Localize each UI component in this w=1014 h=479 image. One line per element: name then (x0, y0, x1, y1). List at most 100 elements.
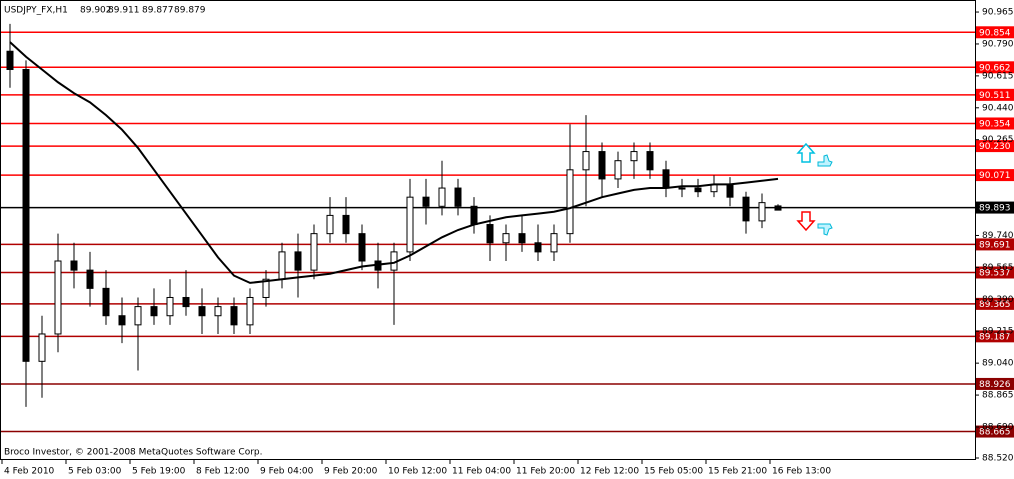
level-label: 89.365 (979, 300, 1011, 310)
level-tag (976, 201, 1014, 214)
y-tick-label: 88.865 (982, 391, 1014, 401)
level-tag (976, 140, 1014, 153)
y-tick-label: 90.965 (982, 8, 1014, 18)
candle-body (326, 214, 334, 235)
x-tick-label: 12 Feb 12:00 (580, 467, 639, 477)
candle-body (470, 205, 478, 226)
level-tag (976, 117, 1014, 130)
candle-body (262, 278, 270, 298)
candle-body (486, 224, 494, 244)
candle-body (182, 296, 190, 308)
candle-body (454, 187, 462, 207)
level-label: 89.537 (979, 268, 1011, 278)
candle-body (406, 196, 414, 253)
level-tag (976, 377, 1014, 390)
level-label: 88.665 (979, 428, 1011, 438)
y-tick-label: 88.690 (982, 422, 1014, 432)
candle-body (742, 196, 750, 222)
levels: 90.854 90.662 90.511 90.354 90.230 90.071 89.8… (1, 26, 1014, 438)
y-tick-label: 90.615 (982, 71, 1014, 81)
candle-body (758, 202, 766, 222)
ohlc-low: 89.877 (142, 6, 174, 16)
candle-body (70, 260, 78, 271)
candle-body (230, 306, 238, 326)
level-label: 90.662 (979, 63, 1011, 73)
y-tick-label: 89.565 (982, 263, 1014, 273)
candle-body (278, 251, 286, 280)
candle-body (614, 160, 622, 180)
level-tag (976, 330, 1014, 343)
level-label: 89.893 (979, 204, 1011, 214)
y-tick-label: 89.040 (982, 359, 1014, 369)
candle-body (774, 205, 782, 211)
thumb-up (817, 154, 833, 167)
candle-body (246, 296, 254, 326)
level-label: 90.854 (979, 28, 1011, 38)
candle-body (694, 187, 702, 193)
candle-body (422, 196, 430, 207)
up-arrow (796, 142, 816, 163)
level-tag (976, 266, 1014, 279)
level-label: 90.071 (979, 171, 1011, 181)
candle-body (198, 306, 206, 317)
candle-body (166, 296, 174, 317)
level-tag (976, 238, 1014, 251)
level-label: 89.691 (979, 240, 1011, 250)
x-tick-label: 15 Feb 21:00 (708, 467, 767, 477)
y-tick-label: 89.390 (982, 295, 1014, 305)
x-tick-label: 8 Feb 12:00 (196, 467, 250, 477)
x-tick-label: 5 Feb 03:00 (68, 467, 122, 477)
candle-body (310, 233, 318, 271)
x-tick-label: 9 Feb 04:00 (260, 467, 314, 477)
level-tag (976, 169, 1014, 182)
candle-body (118, 315, 126, 326)
level-tag (976, 88, 1014, 101)
footer: Broco Investor, © 2001-2008 MetaQuotes S… (4, 448, 263, 458)
x-tick-label: 11 Feb 20:00 (516, 467, 575, 477)
y-tick-label: 90.265 (982, 135, 1014, 145)
candle-body (358, 233, 366, 262)
candle-body (662, 169, 670, 189)
candle-body (294, 251, 302, 271)
candle-body (102, 287, 110, 317)
x-tick-label: 4 Feb 2010 (4, 467, 55, 477)
moving-average (9, 41, 779, 284)
candle-body (134, 306, 142, 326)
chart-title: USDJPY_FX,H1 (4, 6, 68, 16)
candle-body (566, 169, 574, 235)
plot (6, 23, 782, 407)
y-tick-label: 90.440 (982, 103, 1014, 113)
candle-body (150, 306, 158, 317)
level-label: 90.230 (979, 142, 1011, 152)
level-tag (976, 26, 1014, 39)
signal-icons (796, 142, 833, 236)
ohlc-high: 89.911 (108, 6, 140, 16)
y-tick-label: 89.215 (982, 327, 1014, 337)
ohlc-close: 89.879 (174, 6, 206, 16)
down-arrow (796, 211, 816, 232)
x-tick-label: 10 Feb 12:00 (388, 467, 447, 477)
y-tick-label: 89.740 (982, 231, 1014, 241)
candle-body (86, 269, 94, 289)
candle-body (646, 151, 654, 171)
candle-body (438, 187, 446, 207)
x-tick-label: 15 Feb 05:00 (644, 467, 703, 477)
candle-body (22, 68, 30, 362)
candle-body (342, 214, 350, 235)
x-tick-label: 16 Feb 13:00 (772, 467, 831, 477)
candle-body (6, 50, 14, 70)
level-tag (976, 297, 1014, 310)
level-label: 90.354 (979, 119, 1011, 129)
candle-body (38, 333, 46, 362)
candle-body (598, 151, 606, 180)
candle-body (726, 183, 734, 198)
thumb-down (817, 223, 833, 236)
candle-body (630, 151, 638, 162)
level-tag (976, 61, 1014, 74)
x-tick-label: 5 Feb 19:00 (132, 467, 186, 477)
candle-body (550, 233, 558, 253)
candle-body (502, 233, 510, 244)
candle-body (582, 151, 590, 171)
